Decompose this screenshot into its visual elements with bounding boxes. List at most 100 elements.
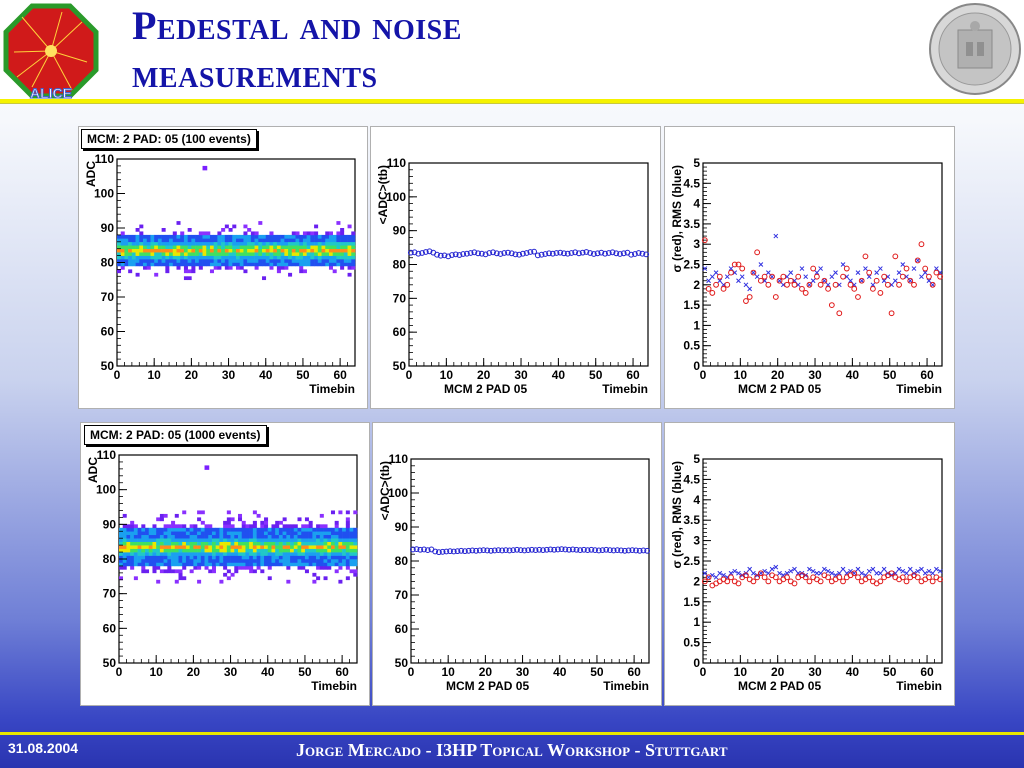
heatmap-cell bbox=[247, 248, 252, 253]
heatmap-cell bbox=[224, 241, 229, 246]
heatmap-cell bbox=[152, 524, 157, 529]
heatmap-cell bbox=[271, 538, 276, 542]
heatmap-cell bbox=[340, 265, 345, 270]
x-tick-label: 10 bbox=[148, 368, 162, 382]
heatmap-cell bbox=[187, 259, 192, 263]
heatmap-cell bbox=[128, 241, 133, 246]
heatmap-cell bbox=[297, 565, 302, 570]
heatmap-cell bbox=[314, 241, 319, 246]
y-tick-label: 80 bbox=[395, 554, 409, 568]
heatmap-cell bbox=[150, 241, 155, 246]
heatmap-cell bbox=[330, 552, 335, 556]
heatmap-cell bbox=[139, 224, 144, 229]
heatmap-cell bbox=[340, 262, 345, 267]
heatmap-cell bbox=[269, 238, 274, 243]
heatmap-cell bbox=[141, 534, 146, 539]
heatmap-cell bbox=[267, 552, 272, 556]
heatmap-cell bbox=[243, 224, 248, 229]
x-tick-label: 50 bbox=[590, 665, 604, 679]
mean-point bbox=[463, 250, 470, 257]
heatmap-cell bbox=[197, 510, 202, 515]
rms-point bbox=[922, 570, 928, 576]
heatmap-cell bbox=[169, 234, 174, 239]
x-tick-label: 20 bbox=[771, 665, 785, 679]
heatmap-cell bbox=[317, 234, 322, 239]
heatmap-cell bbox=[271, 545, 276, 549]
heatmap-cell bbox=[312, 545, 317, 549]
heatmap-cell bbox=[145, 531, 150, 536]
heatmap-cell bbox=[189, 569, 194, 574]
heatmap-cell bbox=[262, 248, 267, 253]
rms-point bbox=[919, 566, 924, 572]
heatmap-cell bbox=[213, 238, 218, 243]
heatmap-cell bbox=[122, 555, 127, 560]
heatmap-cell bbox=[304, 524, 309, 529]
heatmap-cell bbox=[336, 255, 341, 260]
heatmap-cell bbox=[325, 259, 330, 263]
heatmap-cell bbox=[230, 548, 235, 553]
heatmap-cell bbox=[230, 517, 235, 522]
mean-point bbox=[592, 547, 598, 554]
heatmap-cell bbox=[176, 259, 181, 263]
heatmap-cell bbox=[236, 259, 241, 263]
heatmap-cell bbox=[122, 524, 127, 529]
heatmap-cell bbox=[288, 248, 293, 253]
heatmap-cell bbox=[169, 262, 174, 267]
heatmap-cell bbox=[316, 548, 321, 553]
heatmap-cell bbox=[249, 565, 254, 570]
heatmap-cell bbox=[249, 545, 254, 549]
heatmap-cell bbox=[211, 531, 216, 536]
heatmap-cell bbox=[245, 555, 250, 560]
heatmap-cell bbox=[302, 245, 307, 249]
heatmap-cell bbox=[254, 234, 259, 239]
heatmap-cell bbox=[238, 531, 243, 536]
heatmap-cell bbox=[258, 252, 263, 256]
mean-point bbox=[599, 547, 606, 554]
y-tick-label: 90 bbox=[395, 520, 409, 534]
sigma-point bbox=[784, 281, 790, 288]
heatmap-cell bbox=[342, 545, 347, 549]
heatmap-cell bbox=[230, 541, 235, 546]
heatmap-cell bbox=[280, 252, 285, 256]
heatmap-cell bbox=[249, 552, 254, 556]
heatmap-cell bbox=[342, 527, 347, 532]
heatmap-cell bbox=[260, 541, 265, 546]
heatmap-cell bbox=[119, 552, 124, 556]
heatmap-cell bbox=[243, 259, 248, 263]
heatmap-cell bbox=[275, 524, 280, 529]
heatmap-cell bbox=[312, 527, 317, 532]
heatmap-cell bbox=[249, 555, 254, 560]
rms-point bbox=[822, 278, 827, 284]
heatmap-cell bbox=[133, 576, 138, 581]
heatmap-cell bbox=[159, 555, 164, 560]
heatmap-cell bbox=[275, 562, 280, 567]
heatmap-cell bbox=[291, 259, 296, 263]
heatmap-cell bbox=[226, 531, 231, 536]
heatmap-cell bbox=[345, 524, 350, 529]
heatmap-cell bbox=[269, 252, 274, 256]
heatmap-cell bbox=[148, 562, 153, 567]
rms-point bbox=[751, 570, 756, 576]
heatmap-cell bbox=[145, 545, 150, 549]
y-axis-label: ADC bbox=[84, 161, 98, 187]
heatmap-cell bbox=[345, 531, 350, 536]
heatmap-cell bbox=[291, 231, 296, 236]
heatmap-cell bbox=[316, 576, 321, 581]
x-tick-label: 30 bbox=[808, 665, 822, 679]
heatmap-cell bbox=[141, 531, 146, 536]
heatmap-cell bbox=[128, 252, 133, 256]
heatmap-cell bbox=[152, 552, 157, 556]
heatmap-cell bbox=[219, 562, 224, 567]
heatmap-cell bbox=[163, 513, 168, 518]
heatmap-cell bbox=[131, 245, 136, 249]
heatmap-cell bbox=[165, 238, 170, 243]
heatmap-cell bbox=[135, 259, 140, 263]
heatmap-cell bbox=[167, 559, 172, 563]
heatmap-cell bbox=[280, 234, 285, 239]
x-tick-label: 10 bbox=[440, 368, 454, 382]
mean-point bbox=[635, 250, 642, 256]
heatmap-cell bbox=[152, 541, 157, 546]
x-tick-label: 50 bbox=[883, 368, 897, 382]
heatmap-cell bbox=[336, 238, 341, 243]
heatmap-cell bbox=[328, 241, 333, 246]
